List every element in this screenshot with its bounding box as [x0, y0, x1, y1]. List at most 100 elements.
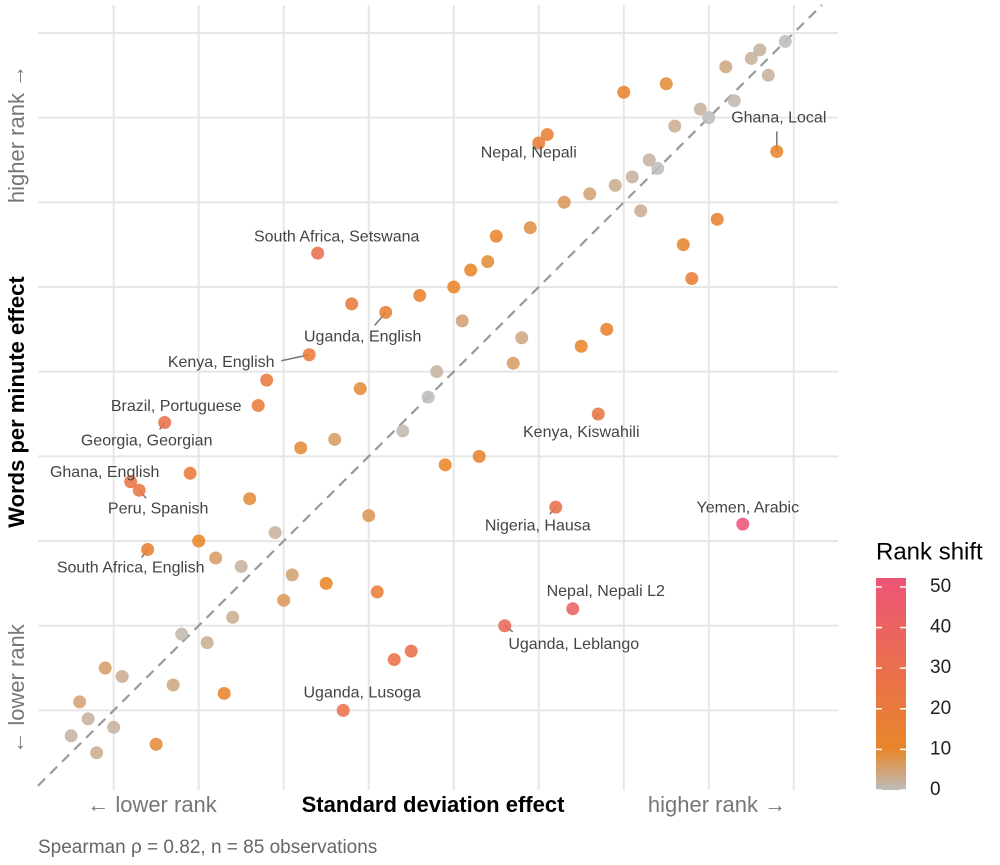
point [498, 619, 512, 633]
point [761, 68, 775, 82]
point [523, 221, 537, 235]
legend: 0 10 20 30 40 50 [876, 576, 951, 800]
point [472, 449, 486, 463]
point-label: Georgia, Georgian [81, 433, 213, 450]
point [617, 85, 631, 99]
x-low-label: ← lower rank [87, 792, 218, 817]
point [600, 322, 614, 336]
point [515, 331, 529, 345]
point-label: Nepal, Nepali [481, 144, 577, 161]
point [753, 43, 767, 57]
point [770, 144, 784, 158]
point [557, 195, 571, 209]
point [481, 255, 495, 269]
point [175, 627, 189, 641]
point [192, 534, 206, 548]
point [353, 382, 367, 396]
point [302, 348, 316, 362]
point [693, 102, 707, 116]
point [260, 373, 274, 387]
point [387, 653, 401, 667]
point-label: Ghana, English [50, 464, 159, 481]
point [396, 424, 410, 438]
point [319, 576, 333, 590]
point [311, 246, 325, 260]
point [124, 475, 138, 489]
point [294, 441, 308, 455]
point [226, 610, 240, 624]
point [107, 720, 121, 734]
point [685, 272, 699, 286]
point-label: Nigeria, Hausa [485, 517, 591, 534]
colorbar [876, 578, 906, 790]
x-axis-title: Standard deviation effect [302, 792, 566, 817]
point [200, 636, 214, 650]
point [608, 178, 622, 192]
point [455, 314, 469, 328]
point [438, 458, 452, 472]
point [540, 128, 554, 142]
point [98, 661, 112, 675]
point [158, 415, 172, 429]
point [345, 297, 359, 311]
point [583, 187, 597, 201]
point-label: South Africa, English [57, 560, 205, 577]
point [64, 729, 78, 743]
point-label: Yemen, Arabic [696, 499, 799, 516]
point [736, 517, 750, 531]
point [404, 644, 418, 658]
point [268, 526, 282, 540]
point [532, 136, 546, 150]
point-label: Kenya, English [168, 354, 275, 371]
point [447, 280, 461, 294]
point [251, 399, 265, 413]
point [566, 602, 580, 616]
point [642, 153, 656, 167]
point [727, 94, 741, 108]
point [370, 585, 384, 599]
point-label: Brazil, Portuguese [111, 398, 242, 415]
y-axis-title: Words per minute effect [4, 276, 29, 528]
point-label: Uganda, Lusoga [303, 685, 421, 702]
point [778, 34, 792, 48]
point [234, 559, 248, 573]
point [413, 288, 427, 302]
point [591, 407, 605, 421]
point [710, 212, 724, 226]
point [634, 204, 648, 218]
point [183, 466, 197, 480]
point-label: Uganda, English [304, 329, 421, 346]
caption: Spearman ρ = 0.82, n = 85 observations [38, 837, 377, 858]
point [328, 432, 342, 446]
point [115, 670, 129, 684]
colorbar-tick-label: 50 [930, 576, 951, 597]
point [141, 543, 155, 557]
point [489, 229, 503, 243]
point [744, 51, 758, 65]
point [81, 712, 95, 726]
point [149, 737, 163, 751]
point-label: Nepal, Nepali L2 [547, 583, 665, 600]
point [362, 509, 376, 523]
point-label: Uganda, Leblango [508, 636, 639, 653]
colorbar-tick-label: 40 [930, 617, 951, 638]
point [379, 305, 393, 319]
point [574, 339, 588, 353]
point [166, 678, 180, 692]
point [464, 263, 478, 277]
x-high-label: higher rank → [648, 792, 786, 817]
point [625, 170, 639, 184]
point [217, 686, 231, 700]
point-label: Ghana, Local [731, 110, 826, 127]
point-label: Peru, Spanish [108, 500, 209, 517]
point [651, 161, 665, 175]
points: Nepal, Nepali Ghana, Local South Africa, S… [50, 34, 826, 760]
point [676, 238, 690, 252]
point [285, 568, 299, 582]
colorbar-tick-label: 0 [930, 779, 941, 800]
point [668, 119, 682, 133]
point [506, 356, 520, 370]
point [90, 746, 104, 760]
point [549, 500, 563, 514]
